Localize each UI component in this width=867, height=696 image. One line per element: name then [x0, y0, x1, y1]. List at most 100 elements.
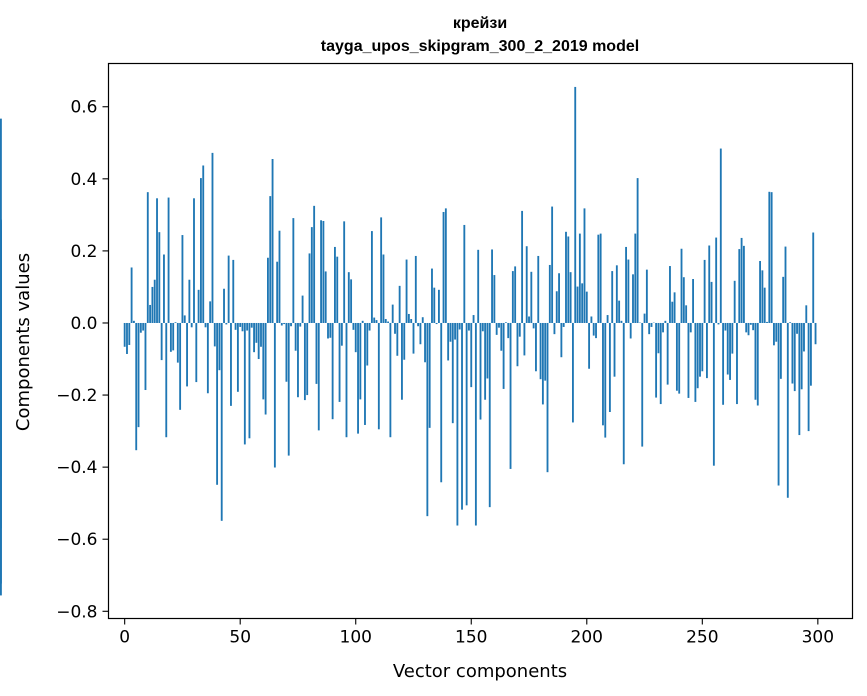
bar-205	[597, 234, 600, 323]
bar-191	[565, 231, 567, 323]
bar-167	[509, 322, 512, 469]
bar-125	[412, 322, 415, 354]
bar-1	[126, 322, 128, 354]
bar-289	[791, 322, 794, 384]
bar-11	[149, 304, 152, 323]
bar-182	[544, 322, 547, 381]
bar-45	[227, 255, 230, 323]
bar-157	[486, 322, 489, 379]
bar-70	[285, 322, 288, 382]
bar-50	[239, 322, 242, 327]
bar-126	[414, 255, 417, 323]
x-tick-label: 150	[455, 628, 487, 648]
bar-97	[347, 272, 350, 323]
bar-258	[719, 148, 722, 323]
bar-175	[528, 316, 530, 323]
bar-240	[678, 322, 681, 394]
bar-199	[583, 208, 586, 323]
bar-53	[246, 322, 249, 331]
bar-12	[151, 286, 154, 323]
bar-266	[738, 249, 741, 323]
bar-63	[269, 196, 272, 323]
bar-102	[359, 322, 362, 400]
bar-276	[761, 270, 764, 323]
bar-195	[574, 86, 577, 323]
bar-224	[641, 322, 644, 447]
bar-44	[225, 322, 228, 325]
bar-16	[160, 322, 163, 361]
bar-201	[588, 322, 591, 369]
bar-254	[710, 281, 713, 323]
y-tick-label: 0.4	[70, 170, 97, 190]
bar-291	[796, 322, 798, 334]
bar-99	[352, 322, 355, 330]
bar-297	[809, 322, 812, 386]
bar-59	[260, 322, 262, 347]
bar-101	[357, 322, 359, 434]
bar-60	[262, 322, 265, 400]
bar-246	[692, 279, 694, 323]
bar-216	[622, 322, 625, 465]
bar-128	[419, 322, 422, 345]
bar-294	[803, 322, 805, 352]
x-tick-label: 0	[119, 628, 130, 648]
bar-120	[401, 322, 403, 400]
bar-161	[495, 322, 498, 335]
bar-159	[491, 249, 493, 323]
bar-73	[292, 218, 295, 323]
y-axis-label: Components values	[13, 253, 34, 431]
bar-197	[578, 233, 581, 323]
bar-145	[458, 322, 461, 330]
bar-56	[253, 322, 255, 353]
bar-109	[375, 320, 378, 323]
bar-219	[629, 322, 632, 339]
bar-138	[442, 211, 445, 323]
bar-247	[694, 322, 697, 402]
bar-77	[301, 295, 304, 323]
bar-142	[451, 322, 454, 424]
bar-66	[276, 261, 279, 323]
bar-211	[611, 271, 614, 323]
bar-33	[200, 178, 202, 323]
bar-41	[218, 322, 221, 371]
bar-72	[290, 322, 292, 327]
bar-95	[343, 221, 346, 323]
bar-284	[779, 322, 782, 379]
bar-193	[569, 272, 572, 323]
bar-200	[585, 291, 588, 323]
bar-166	[507, 322, 510, 339]
bar-105	[366, 322, 369, 366]
bar-221	[634, 233, 637, 323]
bar-241	[680, 248, 683, 323]
bar-113	[384, 319, 387, 323]
bar-67	[278, 230, 281, 323]
y-tick-label: −0.6	[56, 530, 97, 550]
bar-190	[562, 322, 565, 327]
bar-209	[606, 315, 609, 323]
bar-29	[190, 322, 193, 328]
bar-89	[329, 322, 332, 338]
bar-222	[636, 178, 639, 323]
x-tick-label: 50	[229, 628, 251, 648]
bar-14	[156, 198, 158, 323]
bar-253	[708, 245, 711, 323]
bar-78	[303, 322, 306, 401]
y-tick-label: −0.2	[56, 386, 97, 406]
bar-171	[518, 322, 521, 337]
bar-165	[504, 322, 507, 323]
bar-154	[479, 322, 482, 420]
bar-237	[671, 301, 674, 323]
bar-40	[216, 322, 219, 485]
bar-232	[659, 322, 662, 405]
bar-27	[186, 322, 188, 387]
x-tick-label: 250	[686, 628, 718, 648]
bar-25	[181, 235, 184, 323]
bar-242	[682, 277, 685, 323]
bar-271	[749, 322, 752, 325]
bar-152	[474, 322, 477, 526]
bar-91	[334, 246, 336, 323]
bar-295	[805, 305, 808, 323]
y-tick-label: 0.0	[70, 314, 97, 334]
bar-252	[706, 322, 708, 379]
bar-194	[572, 322, 574, 423]
